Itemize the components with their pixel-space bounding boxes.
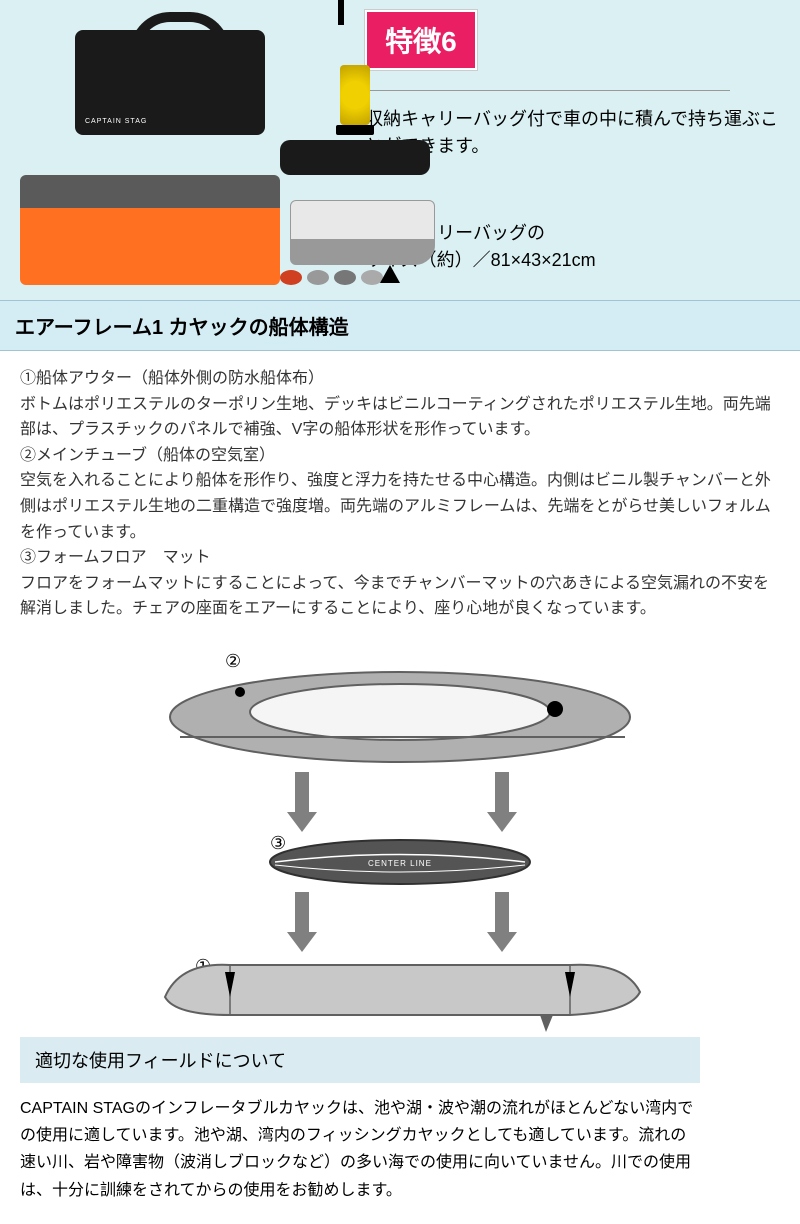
usage-text: CAPTAIN STAGのインフレータブルカヤックは、池や湖・波や潮の流れがほと… — [20, 1095, 700, 1204]
patches-illustration — [280, 270, 383, 285]
accessory-bag-illustration — [290, 200, 435, 265]
kayak-diagram-svg: ② ③ CENTER LINE ① — [120, 637, 680, 1037]
pump-illustration — [335, 25, 375, 135]
svg-text:②: ② — [225, 651, 241, 671]
item-num: ② — [20, 447, 36, 464]
item-desc: ボトムはポリエステルのターポリン生地、デッキはビニルコーティングされたポリエステ… — [20, 396, 771, 439]
usage-section: 適切な使用フィールドについて CAPTAIN STAGのインフレータブルカヤック… — [0, 1037, 800, 1224]
roll-illustration — [280, 140, 430, 175]
exploded-diagram: ② ③ CENTER LINE ① — [0, 637, 800, 1037]
item-num: ③ — [20, 549, 36, 566]
structure-item: ③フォームフロア マット フロアをフォームマットにすることによって、今までチャン… — [20, 545, 780, 622]
feature-badge: 特徴6 — [365, 10, 477, 70]
structure-item: ②メインチューブ（船体の空気室） 空気を入れることにより船体を形作り、強度と浮力… — [20, 443, 780, 545]
item-name: フォームフロア マット — [36, 549, 211, 566]
structure-body: ①船体アウター（船体外側の防水船体布） ボトムはポリエステルのターポリン生地、デ… — [0, 351, 800, 637]
usage-header: 適切な使用フィールドについて — [20, 1037, 700, 1083]
feature-section: CAPTAIN STAG 特徴6 収納キャリーバッグ付で車の中に積んで持ち運ぶこ… — [0, 0, 800, 300]
product-photo: CAPTAIN STAG — [10, 10, 350, 290]
fin-illustration — [380, 265, 400, 283]
structure-item: ①船体アウター（船体外側の防水船体布） ボトムはポリエステルのターポリン生地、デ… — [20, 366, 780, 443]
brand-label: CAPTAIN STAG — [85, 118, 147, 125]
item-desc: フロアをフォームマットにすることによって、今までチャンバーマットの穴あきによる空… — [20, 575, 769, 618]
divider — [365, 90, 730, 91]
item-desc: 空気を入れることにより船体を形作り、強度と浮力を持たせる中心構造。内側はビニル製… — [20, 472, 771, 540]
carry-bag-illustration: CAPTAIN STAG — [75, 30, 265, 135]
item-name: メインチューブ（船体の空気室） — [36, 447, 275, 464]
item-name: 船体アウター（船体外側の防水船体布） — [36, 370, 324, 387]
svg-text:CENTER LINE: CENTER LINE — [368, 859, 432, 868]
structure-header: エアーフレーム1 カヤックの船体構造 — [0, 300, 800, 351]
folded-kayak-illustration — [20, 175, 280, 285]
item-num: ① — [20, 370, 36, 387]
svg-text:③: ③ — [270, 833, 286, 853]
